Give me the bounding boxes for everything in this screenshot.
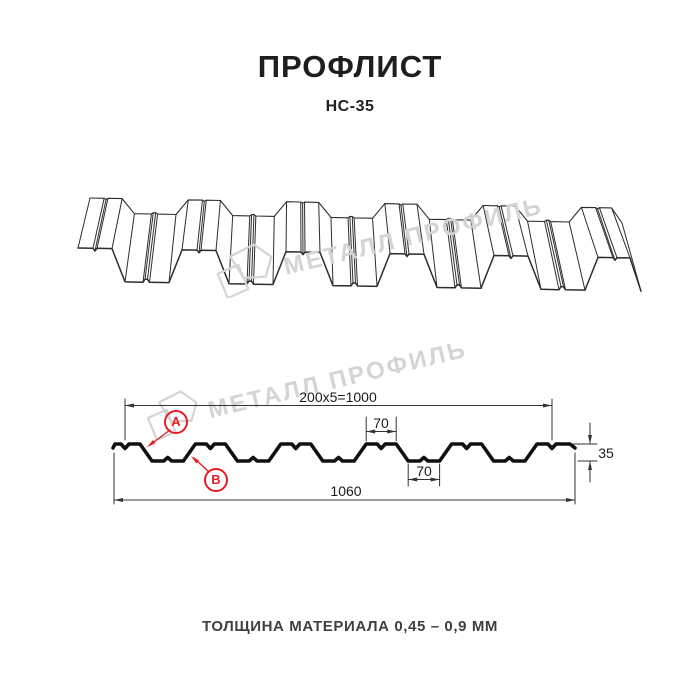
dim-label-top-width: 200x5=1000: [299, 389, 377, 405]
dim-label-profile-height: 35: [598, 445, 614, 461]
footer-note: ТОЛЩИНА МАТЕРИАЛА 0,45 – 0,9 ММ: [201, 618, 499, 635]
page-subtitle: НС-35: [325, 98, 375, 115]
page-title: ПРОФЛИСТ: [257, 49, 443, 84]
watermark-lower: МЕТАЛЛ ПРОФИЛЬ: [140, 322, 471, 442]
metal-profil-logo-icon: [216, 243, 273, 300]
watermark-text: МЕТАЛЛ ПРОФИЛЬ: [205, 335, 470, 425]
callout-b-badge: B: [204, 468, 228, 492]
dim-label-rib-bottom-width: 70: [416, 463, 432, 479]
callout-a-badge: A: [164, 410, 188, 434]
callout-b-label: B: [211, 472, 221, 487]
dim-label-rib-top-width: 70: [373, 415, 389, 431]
callout-a-label: A: [171, 414, 181, 429]
watermark-upper: МЕТАЛЛ ПРОФИЛЬ: [209, 175, 546, 300]
dim-label-total-width: 1060: [330, 483, 362, 499]
watermark-text: МЕТАЛЛ ПРОФИЛЬ: [281, 192, 546, 281]
